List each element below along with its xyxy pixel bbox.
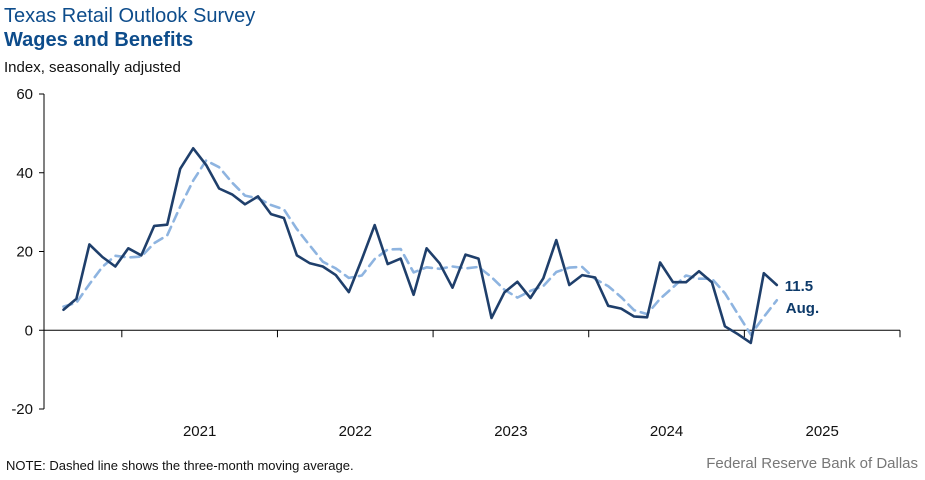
x-tick-label: 2025 xyxy=(805,423,838,440)
index-series-line xyxy=(62,147,779,345)
y-tick-label: 60 xyxy=(16,86,33,103)
source-credit: Federal Reserve Bank of Dallas xyxy=(706,455,918,472)
survey-title: Texas Retail Outlook Survey xyxy=(4,5,256,27)
y-tick-label: 0 xyxy=(25,322,33,339)
chart-header: Texas Retail Outlook Survey Wages and Be… xyxy=(4,4,255,78)
moving-average-series-line xyxy=(62,159,779,336)
latest-month-label: Aug. xyxy=(786,300,819,317)
x-tick-label: 2024 xyxy=(650,423,683,440)
x-tick-label: 2021 xyxy=(183,423,216,440)
chart-note: NOTE: Dashed line shows the three-month … xyxy=(6,458,354,473)
y-tick-label: 40 xyxy=(16,165,33,182)
y-tick-label: -20 xyxy=(11,401,33,418)
y-tick-label: 20 xyxy=(16,244,33,261)
latest-value-label: 11.5 xyxy=(785,278,813,295)
chart-title: Wages and Benefits xyxy=(4,29,194,51)
x-tick-label: 2022 xyxy=(339,423,372,440)
x-tick-label: 2023 xyxy=(494,423,527,440)
y-axis-unit-label: Index, seasonally adjusted xyxy=(4,59,181,76)
